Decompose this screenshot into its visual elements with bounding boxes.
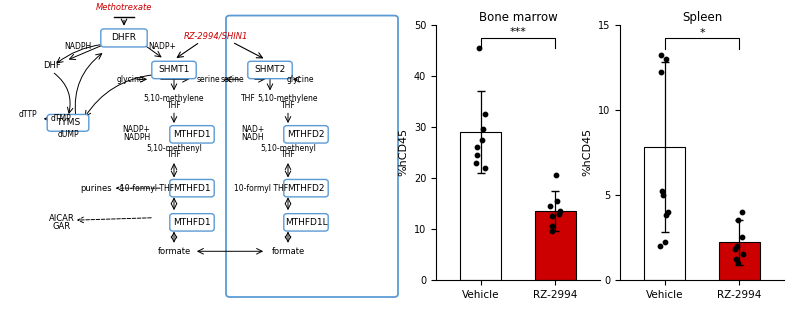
Point [546,214,558,219]
Point [654,70,667,75]
Text: GAR: GAR [53,222,71,231]
FancyBboxPatch shape [170,126,214,143]
Text: 5,10-methylene: 5,10-methylene [144,95,204,103]
Y-axis label: %hCD45: %hCD45 [582,128,592,176]
Text: formate: formate [158,247,190,256]
Point [732,260,745,265]
Text: DHF: DHF [43,61,61,70]
Text: TYMS: TYMS [56,118,80,127]
Text: 10-formyl THF: 10-formyl THF [120,184,174,193]
Text: 5,10-methylene: 5,10-methylene [258,95,318,103]
Text: NADP+: NADP+ [122,126,150,134]
Text: ***: *** [510,27,526,37]
Point [736,235,749,240]
Point [552,211,565,216]
Text: formate: formate [271,247,305,256]
FancyBboxPatch shape [101,29,147,47]
Text: dTTP: dTTP [18,110,38,119]
FancyBboxPatch shape [152,61,196,79]
Text: THF: THF [241,95,255,103]
Point [475,137,488,142]
Text: NADP+: NADP+ [148,42,176,51]
FancyBboxPatch shape [284,126,328,143]
Text: SHMT1: SHMT1 [158,66,190,74]
Text: serine: serine [221,75,245,84]
Point [479,112,492,117]
Text: MTHFD2: MTHFD2 [287,184,325,193]
Point [478,165,491,170]
Bar [460,132,502,280]
Title: Bone marrow: Bone marrow [478,11,558,24]
Point [470,160,482,165]
Point [659,56,672,61]
Text: glycine: glycine [286,75,314,84]
FancyBboxPatch shape [284,214,328,231]
Text: NADPH: NADPH [64,42,92,51]
Text: NAD+: NAD+ [241,126,264,134]
Text: glycine: glycine [116,75,144,84]
FancyBboxPatch shape [284,179,328,197]
Point [546,229,558,234]
Point [544,203,557,208]
Text: AICAR: AICAR [49,214,75,223]
Text: NADPH: NADPH [122,133,150,142]
Bar [718,243,760,280]
FancyBboxPatch shape [170,179,214,197]
Y-axis label: %hCD45: %hCD45 [398,128,408,176]
Point [732,218,745,223]
Point [473,45,486,50]
Point [654,53,667,58]
Text: NADH: NADH [242,133,264,142]
Point [658,240,671,245]
Text: 5,10-methenyl: 5,10-methenyl [260,144,316,153]
Text: MTHFD2: MTHFD2 [287,130,325,139]
Text: purines: purines [80,184,112,193]
Point [730,244,743,248]
Text: Methotrexate: Methotrexate [96,3,152,12]
Point [657,193,670,197]
Bar [644,147,686,280]
Point [735,209,748,214]
Point [470,145,483,150]
Text: dTMP: dTMP [50,114,71,123]
Text: 5,10-methenyl: 5,10-methenyl [146,144,202,153]
Text: SHMT2: SHMT2 [254,66,286,74]
Text: THF: THF [281,151,295,159]
Point [546,224,558,229]
Text: THF: THF [281,101,295,109]
Bar [534,211,576,280]
Text: DHFR: DHFR [111,34,137,42]
Text: MTHFD1: MTHFD1 [173,218,211,227]
Point [554,209,566,214]
Point [470,152,483,157]
Text: MTHFD1: MTHFD1 [173,130,211,139]
Point [551,198,564,203]
Point [654,244,666,248]
Point [656,189,669,194]
Point [660,213,673,218]
Text: THF: THF [166,151,182,159]
Text: RZ-2994/SHIN1: RZ-2994/SHIN1 [184,31,248,40]
Title: Spleen: Spleen [682,11,722,24]
Text: *: * [699,28,705,38]
Text: MTHFD1: MTHFD1 [173,184,211,193]
FancyBboxPatch shape [248,61,292,79]
Text: serine: serine [196,75,220,84]
Text: 10-formyl THF: 10-formyl THF [234,184,288,193]
Point [737,252,750,257]
Text: MTHFD1L: MTHFD1L [285,218,327,227]
Point [662,209,675,214]
Text: THF: THF [162,63,178,71]
Text: dUMP: dUMP [57,130,79,139]
Point [730,257,742,262]
Text: THF: THF [166,101,182,109]
Point [477,127,490,132]
FancyBboxPatch shape [170,214,214,231]
FancyBboxPatch shape [47,114,89,131]
Point [728,247,741,252]
Point [550,173,562,178]
